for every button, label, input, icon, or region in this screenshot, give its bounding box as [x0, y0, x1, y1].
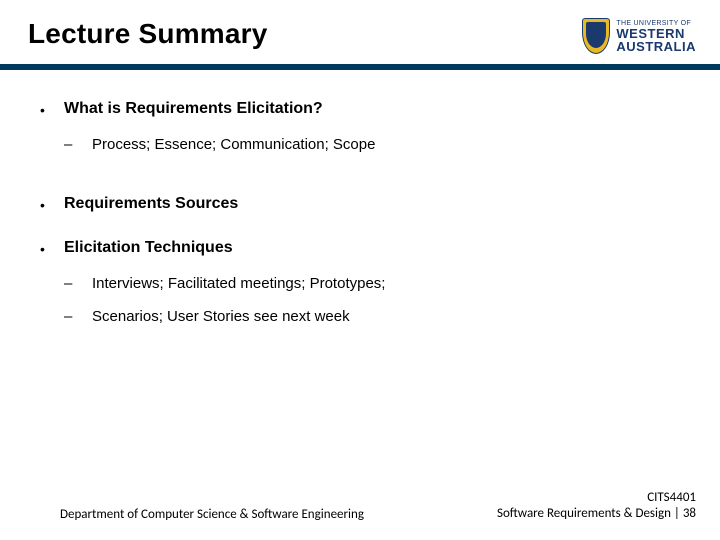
- uwa-logo: THE UNIVERSITY OF WESTERN AUSTRALIA: [582, 18, 696, 54]
- bullet-marker: •: [40, 195, 64, 213]
- list-item: • Requirements Sources: [40, 195, 680, 213]
- page-number: 38: [683, 506, 696, 521]
- list-item: • What is Requirements Elicitation? – Pr…: [40, 100, 680, 169]
- slide-header: Lecture Summary THE UNIVERSITY OF WESTER…: [0, 0, 720, 54]
- list-item: • Elicitation Techniques – Interviews; F…: [40, 239, 680, 341]
- footer-course-info: CITS4401 Software Requirements & Design …: [497, 490, 696, 523]
- slide-footer: Department of Computer Science & Softwar…: [0, 490, 720, 523]
- bullet-marker: –: [64, 275, 92, 292]
- uwa-logo-text: THE UNIVERSITY OF WESTERN AUSTRALIA: [616, 20, 696, 53]
- bullet-marker: –: [64, 136, 92, 153]
- bullet-list-level1: • What is Requirements Elicitation? – Pr…: [40, 100, 680, 341]
- footer-course-code: CITS4401: [497, 490, 696, 506]
- slide-title: Lecture Summary: [28, 18, 268, 50]
- logo-line-mid: WESTERN: [616, 27, 696, 40]
- bullet-text: Elicitation Techniques: [64, 239, 385, 257]
- bullet-text: Scenarios; User Stories see next week: [92, 308, 350, 325]
- bullet-list-level2: – Interviews; Facilitated meetings; Prot…: [64, 275, 385, 341]
- bullet-marker: •: [40, 239, 64, 257]
- bullet-text: Requirements Sources: [64, 195, 238, 213]
- bullet-text: Interviews; Facilitated meetings; Protot…: [92, 275, 385, 292]
- slide: Lecture Summary THE UNIVERSITY OF WESTER…: [0, 0, 720, 540]
- footer-department: Department of Computer Science & Softwar…: [60, 507, 364, 522]
- bullet-text: Process; Essence; Communication; Scope: [92, 136, 375, 153]
- list-item: – Scenarios; User Stories see next week: [64, 308, 385, 325]
- list-item: – Interviews; Facilitated meetings; Prot…: [64, 275, 385, 292]
- list-item: – Process; Essence; Communication; Scope: [64, 136, 375, 153]
- uwa-crest-icon: [582, 18, 610, 54]
- bullet-list-level2: – Process; Essence; Communication; Scope: [64, 136, 375, 169]
- bullet-marker: •: [40, 100, 64, 118]
- bullet-marker: –: [64, 308, 92, 325]
- slide-body: • What is Requirements Elicitation? – Pr…: [0, 70, 720, 341]
- footer-course-title-line: Software Requirements & Design | 38: [497, 506, 696, 522]
- bullet-text: What is Requirements Elicitation?: [64, 100, 375, 118]
- footer-course-title: Software Requirements & Design |: [497, 506, 683, 521]
- logo-line-bottom: AUSTRALIA: [616, 40, 696, 53]
